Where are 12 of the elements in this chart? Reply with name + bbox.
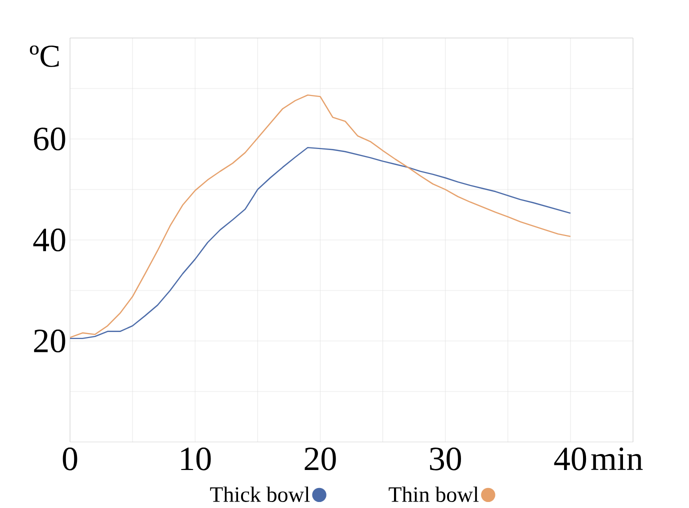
y-axis-title: ºC	[30, 46, 59, 68]
y-tick-label: 20	[34, 330, 66, 352]
x-tick-label: 10	[181, 448, 211, 470]
x-tick-label: 20	[304, 448, 336, 470]
legend-label: Thin bowl	[388, 486, 479, 502]
x-tick-label: 40	[554, 448, 586, 470]
y-tick-label: 60	[34, 128, 66, 150]
y-tick-label: 40	[33, 228, 66, 252]
x-tick-label: 0	[62, 448, 78, 470]
legend-label: Thick bowl	[210, 486, 310, 502]
x-tick-label: 30	[430, 448, 461, 470]
x-axis-title: min	[591, 448, 643, 470]
